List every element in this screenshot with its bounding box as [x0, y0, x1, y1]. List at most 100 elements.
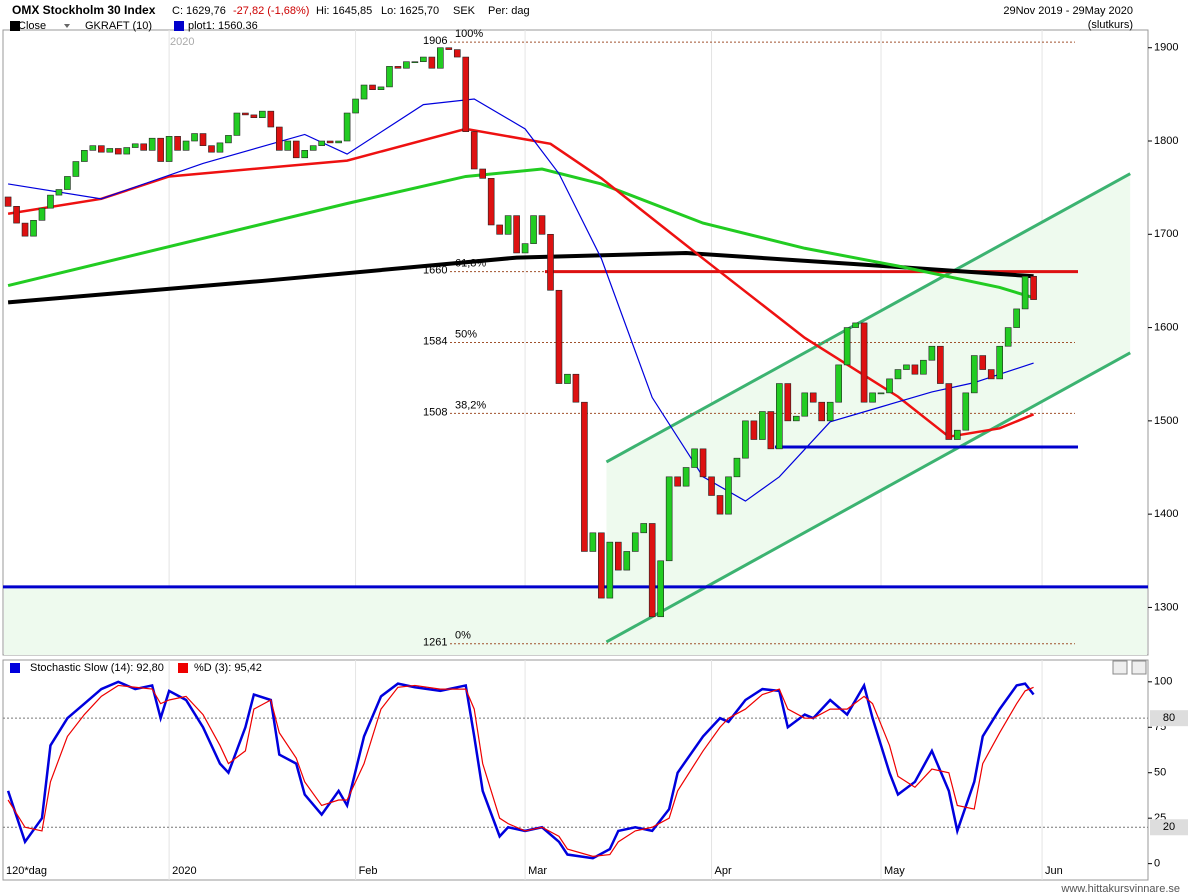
stochastic-panel [2, 659, 1149, 881]
legend-label: Stochastic Slow (14): 92,80 [30, 662, 164, 674]
candle-body [945, 383, 953, 440]
level-label: 20 [1163, 821, 1175, 833]
candle-body [640, 523, 648, 534]
candle-body [259, 110, 266, 118]
candle-body [538, 215, 546, 235]
candle-body [199, 133, 207, 146]
quote-item: Lo: 1625,70 [381, 5, 439, 17]
candle-body [301, 150, 309, 159]
legend-label: plot1: 1560.36 [188, 20, 258, 32]
quote-item: SEK [453, 5, 476, 17]
indicator-line [7, 250, 1034, 305]
candle-body [394, 66, 402, 69]
candle-body [123, 147, 131, 155]
x-unit: 120*dag [6, 865, 47, 877]
candle-body [208, 145, 215, 153]
channel-line [605, 351, 1131, 644]
channel-line [605, 172, 1131, 464]
candle-body [242, 112, 249, 116]
y-tick-label: 1400 [1154, 508, 1178, 520]
candle-body [962, 392, 970, 431]
candle-body [886, 378, 893, 394]
candle-body [30, 219, 37, 237]
window-restore-icon[interactable] [1112, 660, 1128, 675]
candle-body [852, 322, 859, 328]
candle-body [589, 532, 597, 552]
candle-body [750, 420, 758, 440]
year-label: 2020 [170, 36, 194, 48]
candle-body [131, 143, 139, 148]
candle-body [453, 49, 461, 58]
price-basis: (slutkurs) [1088, 19, 1133, 31]
indicator-line [7, 98, 1034, 502]
candle-body [335, 140, 342, 144]
candle-body [386, 66, 393, 88]
candle-body [809, 392, 817, 403]
candle-body [1030, 275, 1037, 300]
candle-body [81, 150, 88, 162]
candle-body [928, 345, 936, 361]
candle-body [377, 86, 385, 91]
fib-value: 1508 [423, 406, 447, 418]
legend-label: %D (3): 95,42 [194, 662, 262, 674]
candle-body [318, 140, 325, 146]
candle-body [326, 140, 334, 144]
y-tick-label: 1800 [1154, 135, 1178, 147]
y-tick-label: 1300 [1154, 601, 1178, 613]
candle-body [4, 196, 12, 207]
candle-body [843, 327, 851, 366]
candle-body [165, 136, 173, 162]
candle-body [826, 401, 834, 422]
fib-value: 1906 [423, 35, 447, 47]
window-close-icon[interactable] [1131, 660, 1147, 675]
candle-body [835, 364, 842, 403]
candle-body [225, 135, 232, 144]
candle-body [716, 495, 724, 515]
watermark: www.hittakursvinnare.se [1060, 883, 1180, 895]
candle-body [564, 373, 571, 384]
candle-body [292, 140, 300, 159]
fib-value: 1261 [423, 637, 447, 649]
level-label: 80 [1163, 712, 1175, 724]
y-tick-label: 0 [1154, 858, 1160, 870]
quote-item: C: 1629,76 [172, 5, 226, 17]
candle-body [250, 114, 258, 118]
support-fill [4, 586, 1147, 655]
candle-body [555, 289, 563, 384]
candle-body [428, 56, 436, 69]
candle-body [1004, 327, 1012, 347]
dropdown-arrow [64, 24, 70, 28]
candle-body [903, 364, 910, 370]
candle-body [979, 355, 987, 370]
candle-body [437, 47, 444, 69]
indicator-line [7, 167, 1035, 300]
candle-body [725, 476, 732, 515]
candle-body [759, 411, 766, 440]
candle-body [521, 243, 529, 254]
candle-body [614, 541, 622, 571]
candle-body [631, 532, 639, 552]
x-tick-label: May [884, 865, 905, 877]
candle-body [648, 523, 656, 618]
candle-body [920, 359, 927, 375]
y-tick-label: 1900 [1154, 42, 1178, 54]
candle-body [987, 369, 995, 380]
candle-body [47, 194, 54, 209]
candle-body [877, 392, 885, 395]
candle-body [98, 145, 105, 153]
candle-body [657, 560, 664, 618]
candle-body [38, 207, 46, 221]
candle-body [462, 56, 470, 132]
candle-body [233, 112, 241, 136]
candle-body [148, 137, 156, 151]
candle-body [411, 61, 419, 64]
candle-body [275, 126, 283, 151]
fib-label: 38,2% [455, 399, 486, 411]
candle-body [140, 143, 147, 151]
candle-body [547, 233, 554, 291]
candle-body [530, 215, 537, 244]
candle-body [182, 140, 190, 151]
candle-body [869, 392, 876, 403]
candle-body [894, 369, 902, 380]
